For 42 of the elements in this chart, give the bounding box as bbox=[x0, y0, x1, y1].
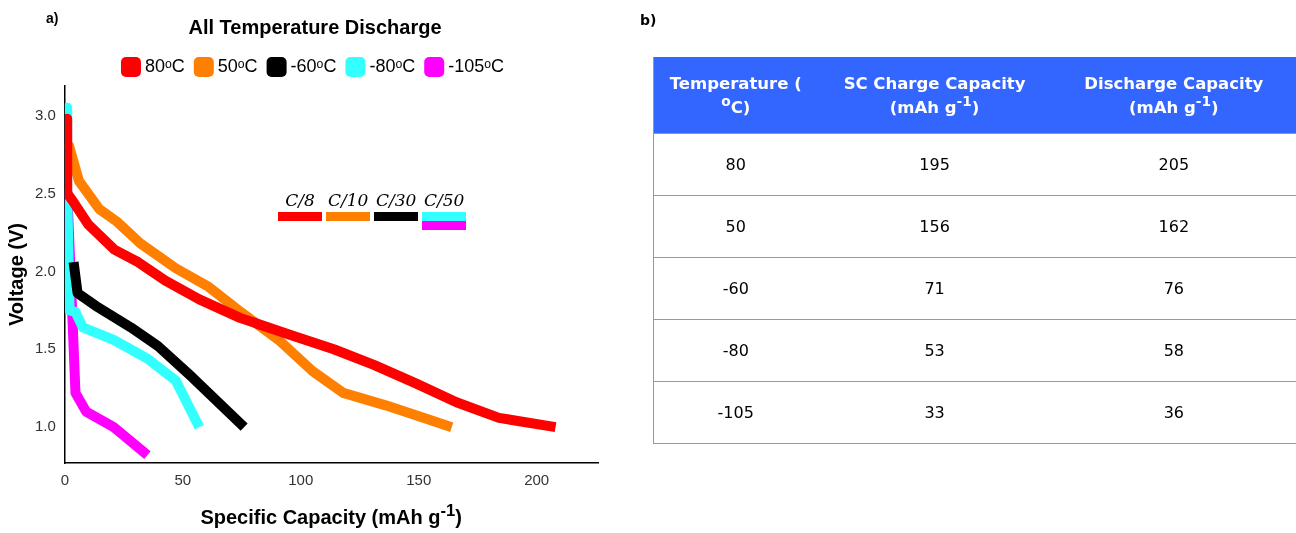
legend-label: -105ᵒC bbox=[448, 55, 505, 76]
text: 71 bbox=[817, 257, 1052, 320]
text: Temperature ( $^{o}$C) bbox=[653, 57, 818, 134]
y-tick-label: 1.5 bbox=[34, 339, 56, 357]
text: 195 bbox=[817, 133, 1052, 196]
annotation: C/50 bbox=[423, 188, 465, 212]
text: 36 bbox=[1051, 381, 1296, 444]
text: 80 bbox=[653, 133, 818, 196]
x-tick-label: 150 bbox=[406, 471, 432, 489]
annotation: C/8 bbox=[285, 188, 315, 212]
text: 162 bbox=[1051, 195, 1296, 258]
legend-label: -60ᵒC bbox=[290, 55, 337, 76]
x-tick-label: 50 bbox=[174, 471, 192, 489]
annotation: C/10 bbox=[327, 188, 369, 212]
text: 76 bbox=[1051, 257, 1296, 320]
text: -105 bbox=[653, 381, 818, 444]
x-axis-title: Specific Capacity (mAh g$^{-1}$) bbox=[200, 501, 462, 529]
legend-label: 50ᵒC bbox=[217, 55, 258, 76]
x-tick-label: 200 bbox=[524, 471, 550, 489]
y-axis-title: Voltage (V) bbox=[4, 222, 28, 326]
annotation: C/30 bbox=[375, 188, 417, 212]
text: 205 bbox=[1051, 133, 1296, 196]
text: b) bbox=[640, 12, 657, 28]
text: 53 bbox=[817, 319, 1052, 382]
y-tick-label: 1.0 bbox=[34, 417, 56, 435]
text: 33 bbox=[817, 381, 1052, 444]
text: Discharge Capacity (mAh g$^{-1}$) bbox=[1051, 57, 1296, 134]
legend-label: 80ᵒC bbox=[144, 55, 185, 76]
legend-label: -80ᵒC bbox=[369, 55, 416, 76]
x-tick-label: 0 bbox=[60, 471, 70, 489]
y-tick-label: 3.0 bbox=[34, 105, 56, 123]
x-tick-label: 100 bbox=[288, 471, 314, 489]
text: 50 bbox=[653, 195, 818, 258]
text: 156 bbox=[817, 195, 1052, 258]
text: a) bbox=[46, 10, 59, 26]
text: 58 bbox=[1051, 319, 1296, 382]
text: -80 bbox=[653, 319, 818, 382]
y-tick-label: 2.5 bbox=[34, 183, 56, 201]
text: SC Charge Capacity (mAh g$^{-1}$) bbox=[817, 57, 1052, 134]
chart-title: All Temperature Discharge bbox=[188, 15, 442, 38]
y-tick-label: 2.0 bbox=[34, 261, 56, 279]
text: -60 bbox=[653, 257, 818, 320]
